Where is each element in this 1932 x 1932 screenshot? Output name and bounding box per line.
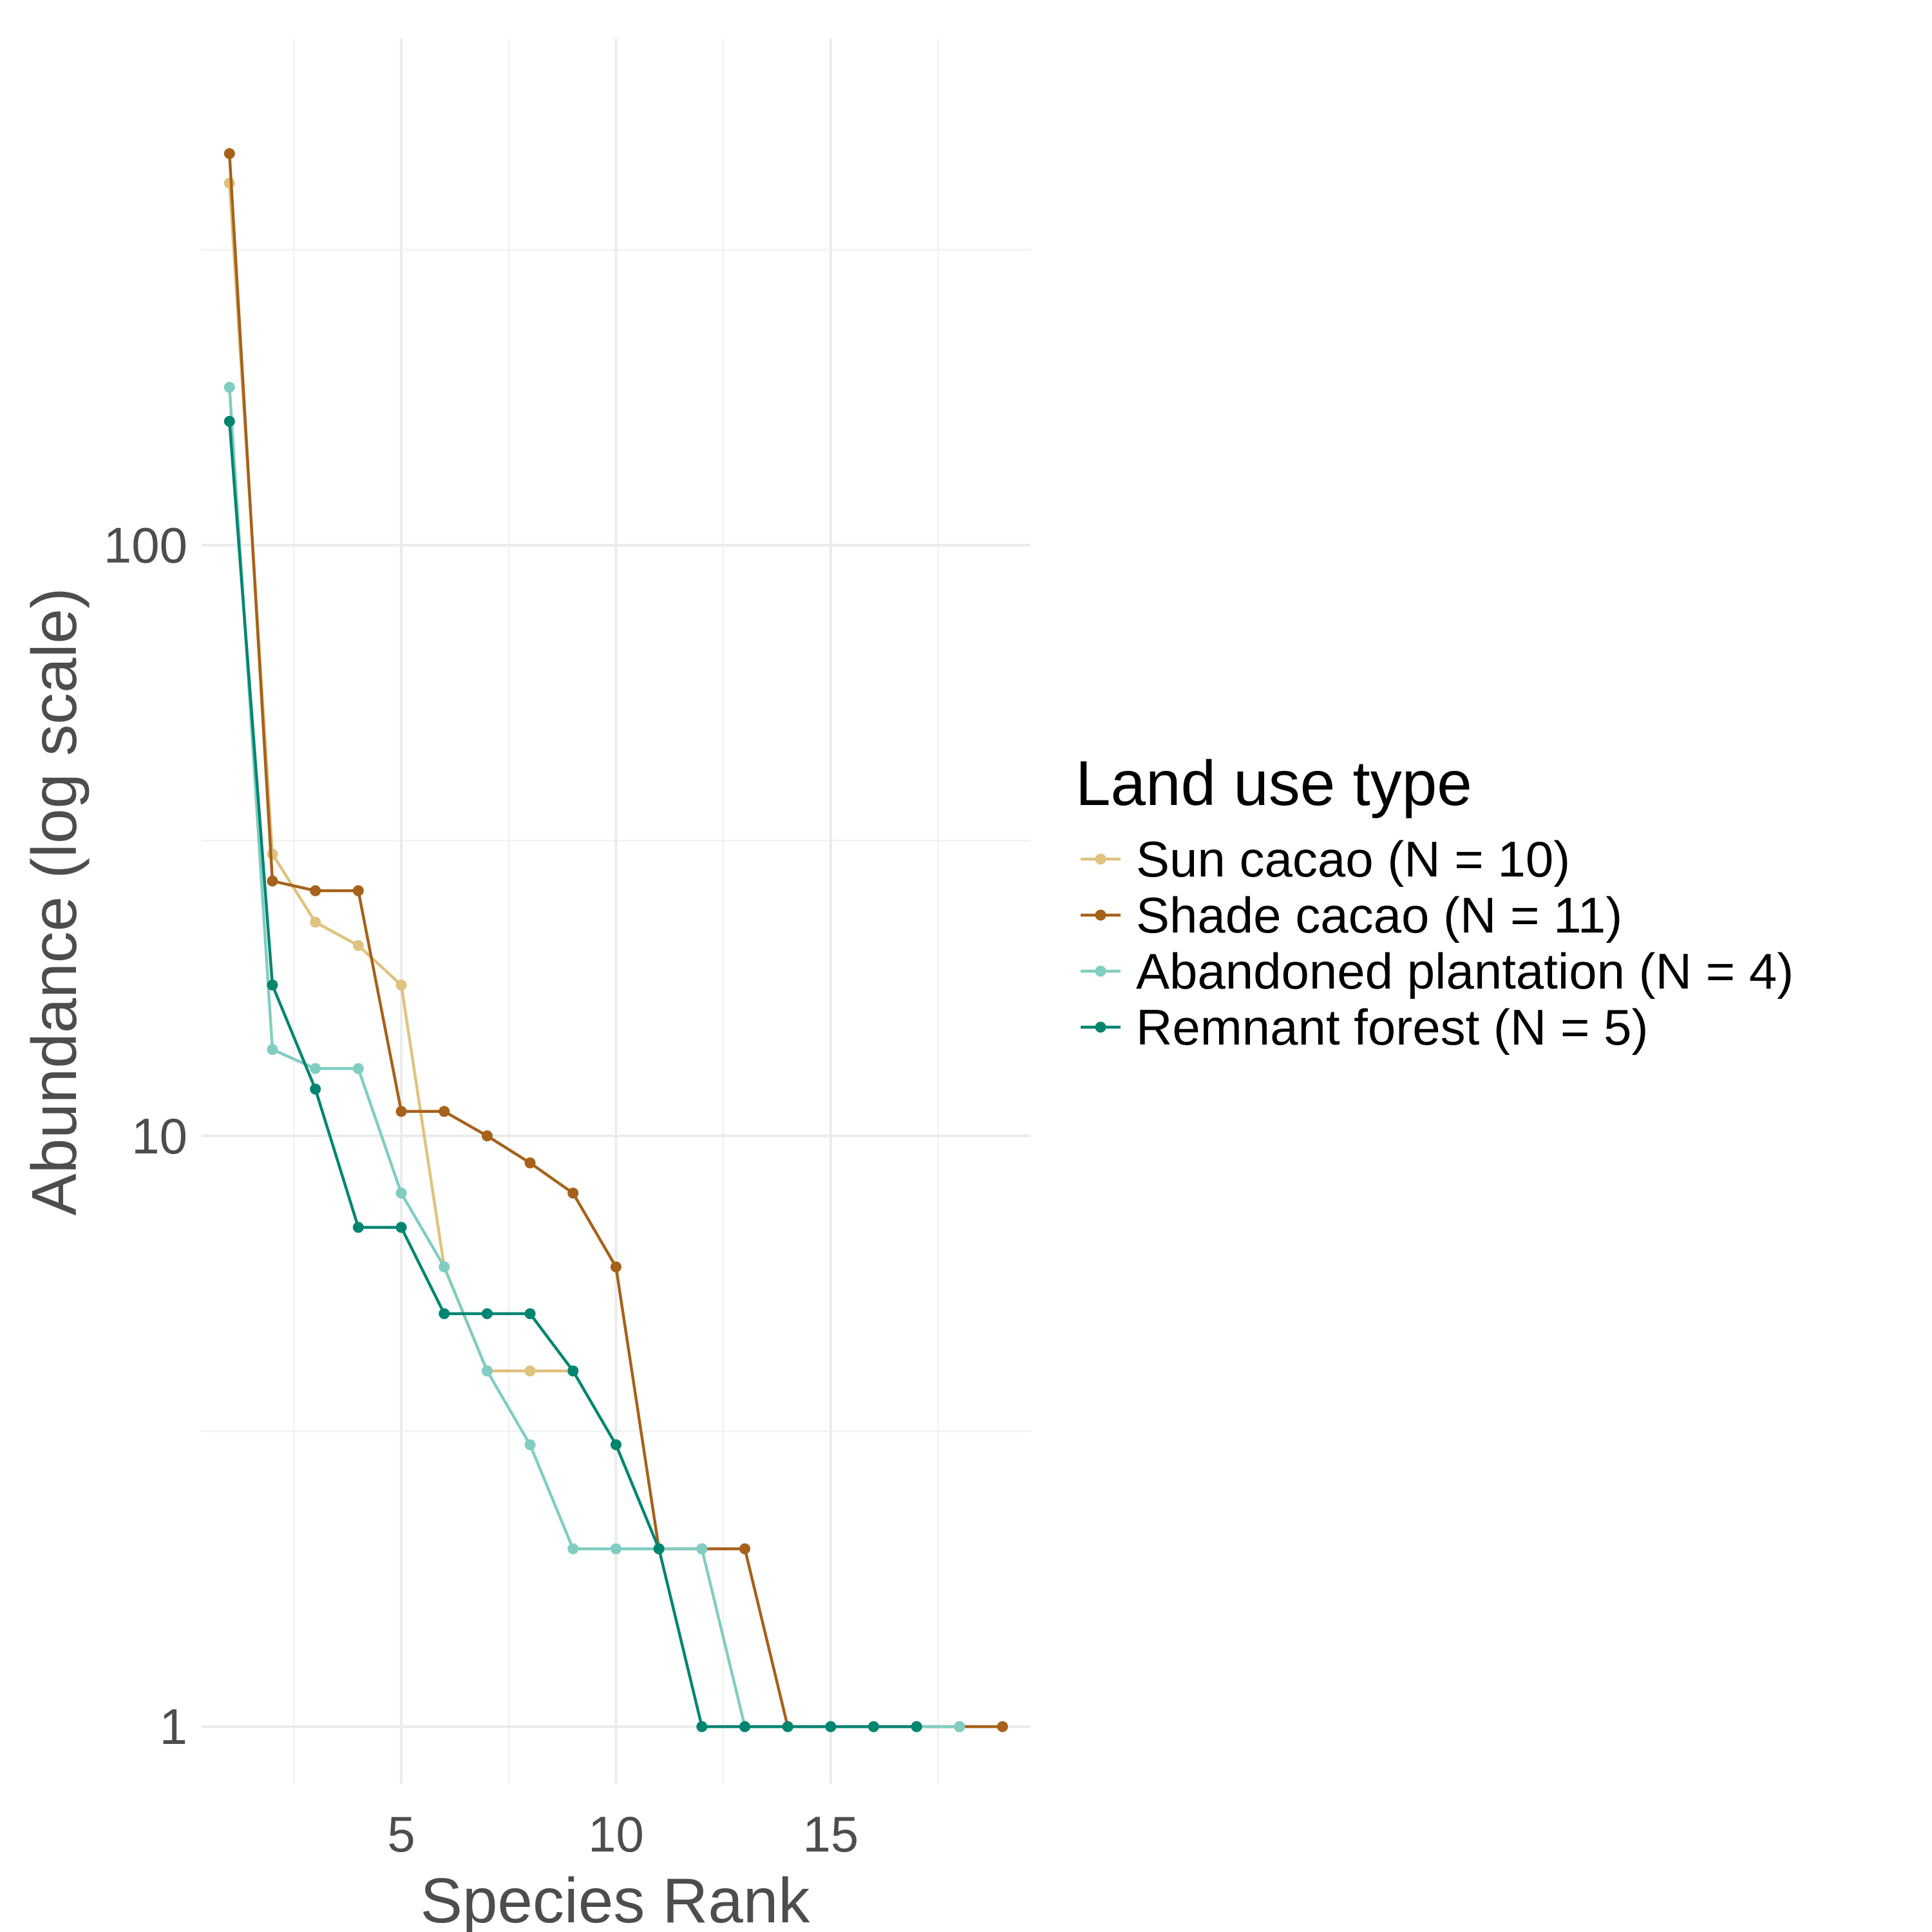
y-axis: 1 10 100	[104, 516, 187, 1755]
series-layer	[223, 147, 1009, 1732]
legend-item: Shade cacao (N = 11)	[1081, 887, 1622, 943]
legend-key-point	[1095, 965, 1106, 977]
data-point	[524, 1439, 536, 1450]
data-point	[352, 885, 364, 896]
data-point	[611, 1261, 621, 1273]
legend-item: Remnant forest (N = 5)	[1081, 999, 1648, 1056]
data-point	[223, 177, 235, 189]
x-tick-label: 5	[387, 1806, 415, 1862]
data-point	[352, 940, 364, 951]
data-point	[267, 1044, 278, 1056]
data-point	[310, 1083, 321, 1095]
y-tick-label: 1	[160, 1698, 187, 1755]
data-point	[868, 1721, 880, 1732]
legend-label: Sun cacao (N = 10)	[1136, 831, 1570, 887]
series-line	[228, 421, 917, 1728]
x-tick-label: 10	[588, 1806, 644, 1862]
data-point	[997, 1721, 1009, 1732]
legend-item: Sun cacao (N = 10)	[1081, 831, 1570, 887]
data-point	[310, 1063, 321, 1074]
data-point	[567, 1365, 579, 1377]
data-point	[481, 1365, 493, 1377]
plot-panel	[202, 39, 1030, 1784]
series-line	[228, 387, 960, 1728]
data-point	[911, 1721, 922, 1732]
x-axis: 5 10 15	[387, 1806, 858, 1862]
data-point	[653, 1543, 665, 1555]
series-group	[223, 381, 965, 1732]
y-axis-title: Abundance (log scale)	[19, 587, 90, 1215]
data-point	[524, 1365, 536, 1377]
data-point	[310, 885, 321, 896]
legend-items: Sun cacao (N = 10)Shade cacao (N = 11)Ab…	[1081, 831, 1794, 1056]
data-point	[696, 1721, 708, 1732]
data-point	[267, 875, 278, 887]
data-point	[352, 1222, 364, 1233]
data-point	[481, 1130, 493, 1142]
major-gridlines	[202, 39, 1030, 1784]
legend-key-point	[1095, 853, 1106, 865]
data-point	[739, 1721, 751, 1732]
legend-key-point	[1095, 909, 1106, 921]
data-point	[825, 1721, 837, 1732]
data-point	[524, 1157, 536, 1169]
data-point	[352, 1063, 364, 1074]
legend-title: Land use type	[1075, 748, 1472, 819]
data-point	[310, 916, 321, 928]
data-point	[223, 381, 235, 393]
data-point	[395, 1106, 407, 1117]
data-point	[611, 1439, 621, 1450]
data-point	[739, 1543, 751, 1555]
data-point	[267, 980, 278, 991]
data-point	[439, 1261, 450, 1273]
data-point	[223, 415, 235, 427]
y-tick-label: 100	[104, 516, 187, 573]
data-point	[954, 1721, 965, 1732]
data-point	[439, 1308, 450, 1320]
data-point	[567, 1543, 579, 1555]
data-point	[696, 1543, 708, 1555]
legend-key-point	[1095, 1021, 1106, 1033]
legend-item: Abandoned plantation (N = 4)	[1081, 943, 1794, 999]
data-point	[782, 1721, 793, 1732]
y-tick-label: 10	[131, 1108, 187, 1164]
legend-label: Remnant forest (N = 5)	[1136, 999, 1648, 1056]
legend-label: Abandoned plantation (N = 4)	[1136, 943, 1794, 999]
data-point	[395, 980, 407, 991]
series-group	[223, 415, 922, 1732]
data-point	[611, 1543, 621, 1555]
data-point	[524, 1308, 536, 1320]
data-point	[567, 1188, 579, 1199]
data-point	[223, 147, 235, 159]
data-point	[439, 1106, 450, 1117]
legend-label: Shade cacao (N = 11)	[1136, 887, 1622, 943]
data-point	[395, 1188, 407, 1199]
x-tick-label: 15	[803, 1806, 859, 1862]
data-point	[395, 1222, 407, 1233]
data-point	[481, 1308, 493, 1320]
legend: Land use type Sun cacao (N = 10)Shade ca…	[1075, 748, 1794, 1056]
x-axis-title: Species Rank	[421, 1865, 811, 1932]
